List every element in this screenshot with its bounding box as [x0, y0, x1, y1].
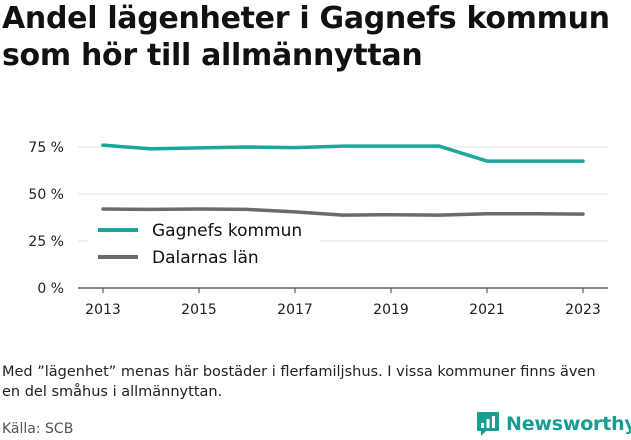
x-tick-label: 2017 [277, 302, 313, 318]
x-tick-label: 2019 [373, 302, 409, 318]
y-tick-label: 50 % [28, 187, 64, 203]
y-tick-label: 25 % [28, 234, 64, 250]
newsworthy-logo-icon [477, 412, 499, 436]
legend-label: Dalarnas län [152, 248, 259, 268]
y-axis: 0 % 25 % 50 % 75 % [28, 140, 64, 297]
x-tick-label: 2021 [469, 302, 505, 318]
x-tick-label: 2015 [181, 302, 217, 318]
chart-note: Med ”lägenhet” menas här bostäder i fler… [2, 364, 596, 400]
series-lines [101, 143, 585, 217]
series-line-0 [101, 143, 585, 163]
x-tick-label: 2023 [565, 302, 601, 318]
legend-label: Gagnefs kommun [152, 221, 302, 241]
brand-name: Newsworthy [506, 413, 631, 435]
newsworthy-brand[interactable]: Newsworthy [476, 408, 631, 440]
x-tick-label: 2013 [85, 302, 121, 318]
x-axis: 2013 2015 2017 2019 2021 2023 [85, 288, 601, 318]
series-line-1 [101, 207, 585, 217]
source-label: Källa: SCB [2, 421, 74, 437]
legend: Gagnefs kommun Dalarnas län [88, 218, 320, 272]
y-tick-label: 75 % [28, 140, 64, 156]
y-tick-label: 0 % [37, 281, 64, 297]
legend-background [88, 218, 320, 272]
chart-title: Andel lägenheter i Gagnefs kommun som hö… [2, 1, 610, 73]
line-chart: 0 % 25 % 50 % 75 % 2013 2015 2017 2019 2021 2023… [28, 140, 608, 318]
